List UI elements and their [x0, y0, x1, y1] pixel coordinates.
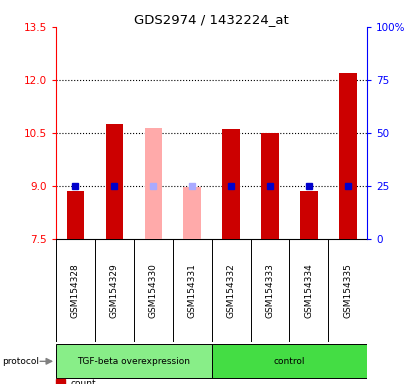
FancyBboxPatch shape	[212, 344, 367, 378]
Bar	[106, 124, 123, 239]
Bar	[339, 73, 356, 239]
Text: GSM154329: GSM154329	[110, 263, 119, 318]
Bar	[222, 129, 240, 239]
Text: GSM154332: GSM154332	[227, 263, 236, 318]
Text: count: count	[70, 379, 96, 384]
Title: GDS2974 / 1432224_at: GDS2974 / 1432224_at	[134, 13, 289, 26]
Text: protocol: protocol	[2, 357, 39, 366]
Text: control: control	[274, 357, 305, 366]
Text: GSM154335: GSM154335	[343, 263, 352, 318]
FancyBboxPatch shape	[56, 344, 212, 378]
Text: GSM154328: GSM154328	[71, 263, 80, 318]
Bar	[300, 191, 317, 239]
Text: GSM154331: GSM154331	[188, 263, 197, 318]
Bar	[67, 191, 84, 239]
Text: GSM154334: GSM154334	[305, 263, 313, 318]
Text: TGF-beta overexpression: TGF-beta overexpression	[77, 357, 190, 366]
Text: GSM154330: GSM154330	[149, 263, 158, 318]
Text: GSM154333: GSM154333	[266, 263, 274, 318]
Bar	[183, 187, 201, 239]
Bar	[261, 133, 279, 239]
Bar	[144, 127, 162, 239]
